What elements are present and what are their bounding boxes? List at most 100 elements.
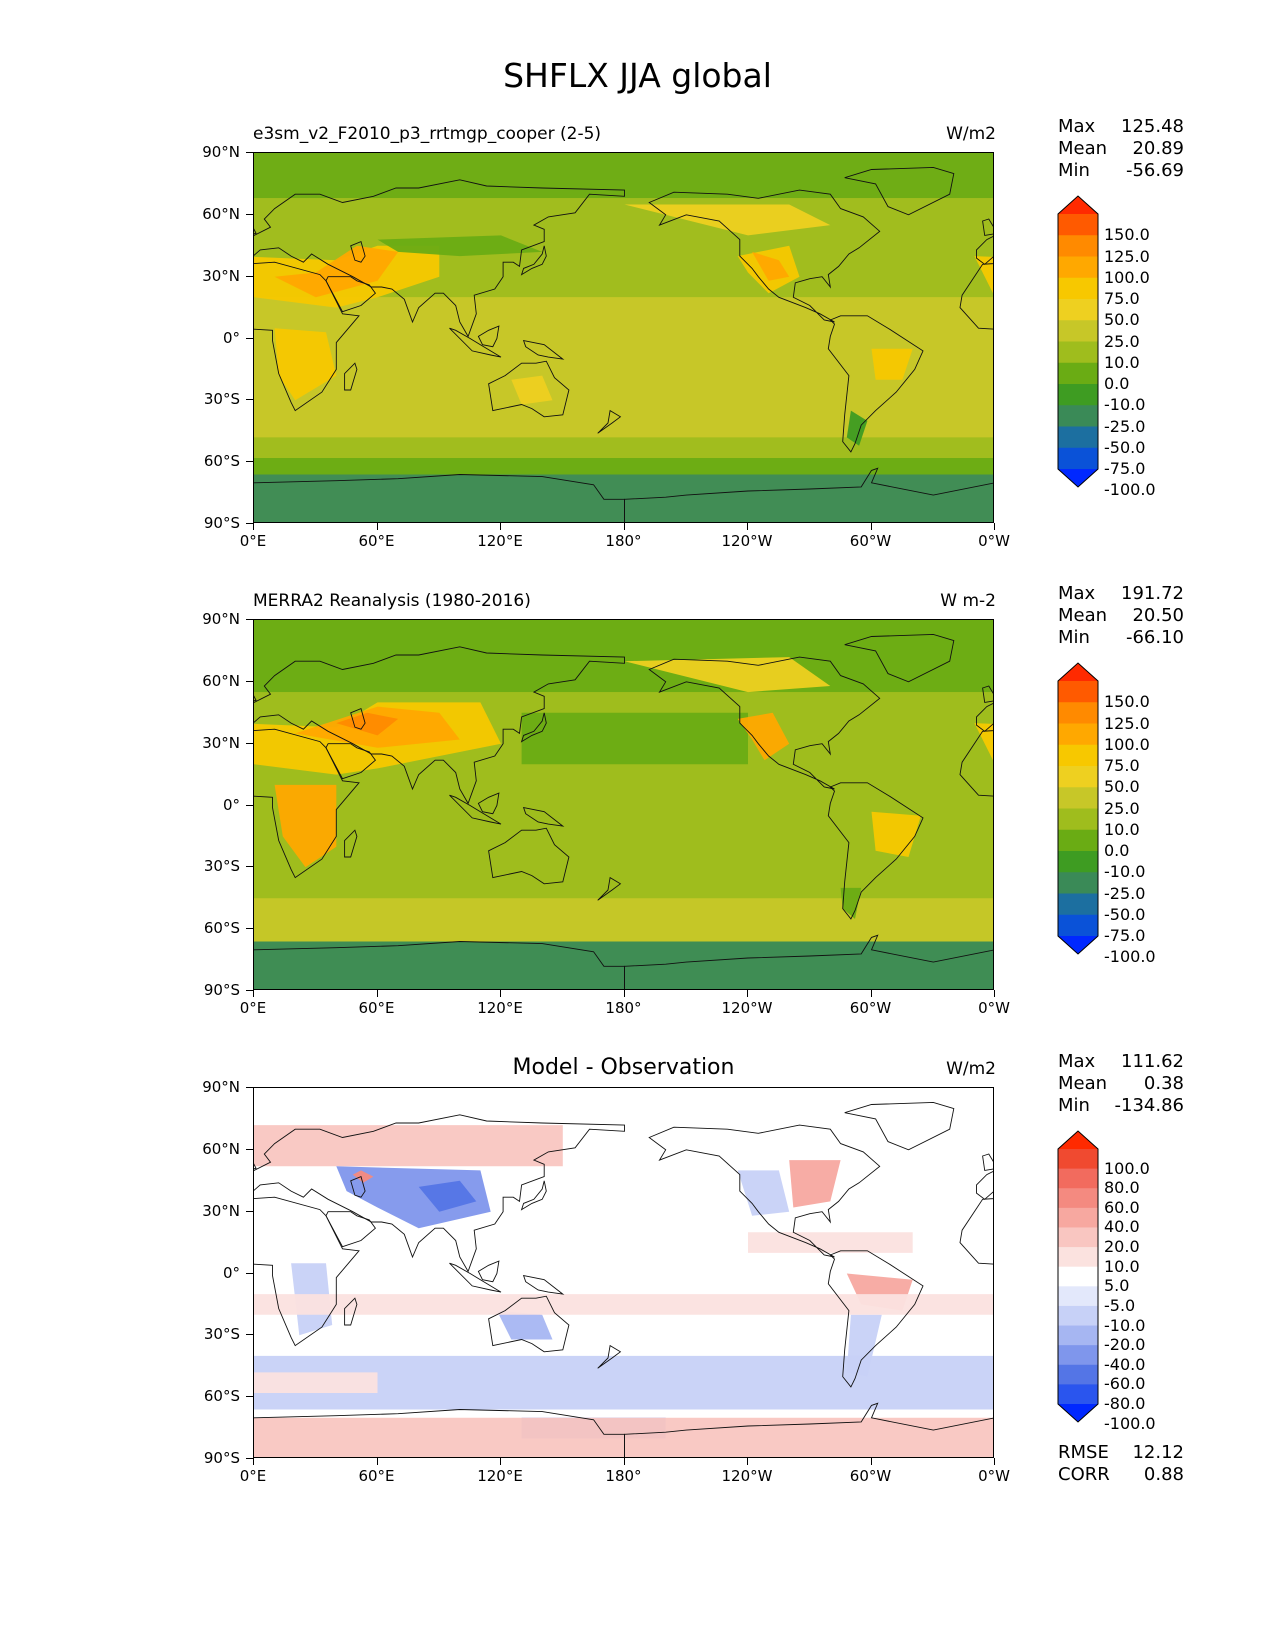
stat-max: Max 111.62 <box>1058 1051 1184 1073</box>
field-region <box>352 1170 374 1183</box>
lon-tick-label: 180° <box>605 999 642 1017</box>
coastline-caspian <box>350 707 366 730</box>
colorbar-bin <box>1058 1286 1098 1307</box>
field-region <box>336 1166 491 1229</box>
stat-rmse-label: RMSE <box>1058 1442 1109 1463</box>
colorbar-tick-label: -10.0 <box>1104 1315 1146 1335</box>
colorbar-tick-label: 60.0 <box>1104 1197 1140 1217</box>
colorbar-tick-label: 5.0 <box>1104 1276 1130 1296</box>
lat-tick-label: 30°S <box>203 1325 240 1344</box>
lon-tick-label: 0°E <box>239 532 267 550</box>
colorbar-bin <box>1058 808 1098 831</box>
panel-model-colorbar <box>1056 194 1100 489</box>
colorbar-tick-label: -40.0 <box>1104 1354 1146 1374</box>
field-region <box>846 410 868 446</box>
colorbar-tick-label: -10.0 <box>1104 862 1146 882</box>
field-region <box>254 620 993 693</box>
lat-tick-label: 60°S <box>203 452 240 471</box>
colorbar-bin <box>1058 829 1098 852</box>
field-region <box>336 712 399 736</box>
coastline-uk <box>254 1163 257 1170</box>
coastline-borneo <box>477 325 500 348</box>
field-region <box>254 898 993 942</box>
colorbar-tick-label: 0.0 <box>1104 374 1130 393</box>
colorbar-tick-label: -80.0 <box>1104 1394 1146 1413</box>
lat-tick-mark <box>246 337 253 339</box>
colorbar-tick-label: 75.0 <box>1104 289 1140 308</box>
panel-model: e3sm_v2_F2010_p3_rrtmgp_cooper (2-5) W/m2… <box>0 116 1275 560</box>
colorbar-bin <box>1058 1247 1098 1268</box>
lat-tick-mark <box>246 1148 253 1150</box>
field-region <box>511 375 553 405</box>
panel-obs: MERRA2 Reanalysis (1980-2016) W m-2 90°N 60… <box>0 583 1275 1027</box>
field-region <box>624 657 831 693</box>
colorbar-tick-label: 125.0 <box>1104 713 1150 733</box>
lat-tick-mark <box>246 1087 253 1088</box>
colorbar-tick-label: -75.0 <box>1104 459 1146 478</box>
colorbar-bin <box>1058 277 1098 300</box>
lat-tick-label: 0° <box>222 1263 240 1282</box>
coastline-namerica <box>648 189 881 323</box>
lat-tick-label: 60°N <box>202 671 240 690</box>
lon-tick-label: 180° <box>605 532 642 550</box>
colorbar-tick-label: 150.0 <box>1104 692 1150 712</box>
stat-mean: Mean 0.38 <box>1058 1073 1184 1095</box>
coastline-namerica <box>648 656 881 790</box>
lat-tick-mark <box>246 1458 253 1459</box>
field-region <box>254 153 993 199</box>
colorbar-bin <box>1058 1227 1098 1248</box>
colorbar-extend-bottom <box>1058 1404 1098 1422</box>
lat-tick-label: 90°S <box>203 514 240 532</box>
colorbar-tick-label: 25.0 <box>1104 798 1140 818</box>
field-region <box>748 1232 913 1253</box>
lat-tick-mark <box>246 742 253 744</box>
colorbar-extend-bottom <box>1058 469 1098 487</box>
coastline-antarctica <box>254 474 625 522</box>
coastline-madagascar <box>344 362 358 391</box>
colorbar-tick-label: 40.0 <box>1104 1217 1140 1237</box>
lon-tick-label: 0°E <box>239 999 267 1017</box>
stat-min-label: Min <box>1058 627 1090 648</box>
stat-mean: Mean 20.50 <box>1058 605 1184 627</box>
stat-min: Min -134.86 <box>1058 1095 1184 1117</box>
field-region <box>624 204 831 236</box>
lon-tick-mark <box>623 990 625 997</box>
colorbar-tick-label: 50.0 <box>1104 777 1140 797</box>
panel-diff-title: Model - Observation <box>512 1055 735 1080</box>
colorbar-bin <box>1058 362 1098 385</box>
coastline-madagascar <box>344 829 358 858</box>
lon-tick-label: 120°W <box>721 999 773 1017</box>
coastline-arabia <box>325 743 377 780</box>
coastline-nz <box>597 1344 622 1369</box>
lon-tick-mark <box>747 523 748 530</box>
panel-model-units: W/m2 <box>946 124 996 144</box>
field-region <box>254 1294 993 1315</box>
lon-tick-mark <box>253 990 254 997</box>
colorbar-bin <box>1058 1168 1098 1189</box>
lon-tick-mark <box>747 1458 748 1465</box>
lat-tick-label: 90°N <box>202 1078 240 1096</box>
colorbar-outline <box>1057 195 1099 488</box>
panel-diff-colorbar <box>1056 1129 1100 1424</box>
colorbar-tick-label: 125.0 <box>1104 246 1150 266</box>
lat-tick-label: 0° <box>222 795 240 814</box>
lon-tick-mark <box>376 1458 378 1465</box>
coastline-japan <box>520 1180 547 1211</box>
coastline-indonesia <box>449 794 502 825</box>
lon-tick-mark <box>623 523 625 530</box>
coastline-uk <box>982 1153 993 1171</box>
panel-obs-stats: Max 191.72 Mean 20.50 Min -66.10 <box>1058 583 1184 649</box>
colorbar-outline <box>1057 1130 1099 1423</box>
coastline-antarctica <box>624 1402 993 1457</box>
field-region <box>752 251 790 281</box>
field-region <box>521 712 748 765</box>
colorbar-bin <box>1058 299 1098 321</box>
lat-tick-label: 60°N <box>202 1139 240 1158</box>
lat-tick-label: 90°N <box>202 610 240 628</box>
colorbar-bin <box>1058 851 1098 873</box>
field-region <box>418 1180 477 1212</box>
lon-tick-mark <box>994 523 995 530</box>
field-region <box>254 1417 993 1457</box>
colorbar-tick-label: -25.0 <box>1104 416 1146 436</box>
lon-tick-mark <box>376 523 378 530</box>
